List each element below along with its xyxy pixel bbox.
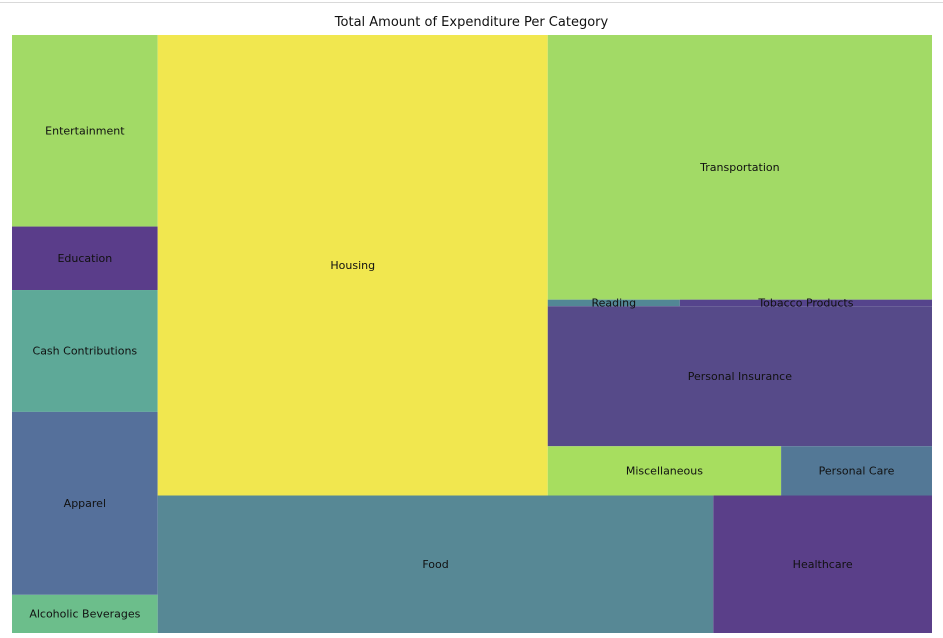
tile-personal-insurance	[547, 306, 932, 447]
tile-transportation	[547, 35, 932, 300]
treemap-tiles	[12, 35, 932, 633]
tile-label-personal-care: Personal Care	[819, 464, 895, 477]
tile-label-housing: Housing	[330, 259, 375, 272]
tile-cash-contributions	[12, 290, 158, 412]
tile-tobacco-products	[679, 299, 932, 307]
chart-title: Total Amount of Expenditure Per Category	[334, 15, 609, 30]
tile-apparel	[12, 411, 158, 595]
tile-label-education: Education	[57, 252, 112, 265]
tile-label-tobacco-products: Tobacco Products	[757, 296, 853, 309]
tile-label-transportation: Transportation	[699, 161, 779, 174]
tile-label-entertainment: Entertainment	[45, 124, 125, 137]
tile-reading	[547, 299, 680, 307]
tile-label-food: Food	[422, 558, 448, 571]
tile-label-personal-insurance: Personal Insurance	[688, 370, 792, 383]
tile-entertainment	[12, 35, 158, 227]
tile-education	[12, 226, 158, 291]
tile-miscellaneous	[547, 446, 782, 496]
tile-label-apparel: Apparel	[64, 497, 106, 510]
tile-healthcare	[713, 495, 932, 633]
tile-label-healthcare: Healthcare	[793, 558, 853, 571]
tile-personal-care	[781, 446, 932, 496]
top-divider	[0, 2, 943, 3]
tile-food	[157, 495, 714, 633]
tile-label-reading: Reading	[591, 296, 636, 309]
treemap-labels: Entertainment Education Cash Contributions…	[29, 124, 894, 620]
tile-label-cash-contributions: Cash Contributions	[33, 344, 138, 357]
tile-label-miscellaneous: Miscellaneous	[626, 464, 703, 477]
tile-housing	[157, 35, 548, 496]
tile-label-alcoholic-beverages: Alcoholic Beverages	[29, 607, 140, 620]
tile-alcoholic-beverages	[12, 594, 158, 633]
